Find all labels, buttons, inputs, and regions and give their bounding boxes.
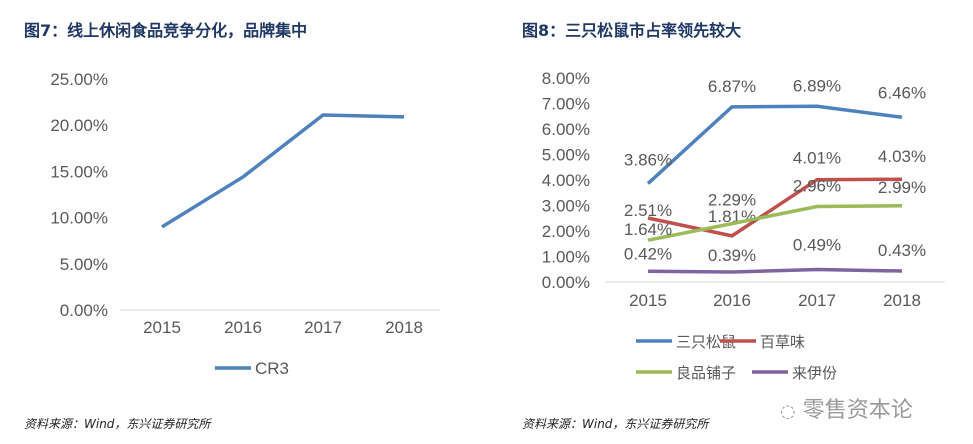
x-tick-label: 2015 bbox=[143, 318, 181, 337]
data-label: 6.87% bbox=[708, 77, 756, 96]
y-tick-label: 25.00% bbox=[50, 70, 108, 89]
legend-label: 来伊份 bbox=[792, 365, 837, 382]
chart-title-right: 图8：三只松鼠市占率领先较大 bbox=[522, 21, 742, 40]
watermark-text: 零售资本论 bbox=[802, 398, 913, 423]
y-tick-label: 0.00% bbox=[60, 301, 108, 320]
legend-label: CR3 bbox=[255, 359, 289, 378]
series-line-2 bbox=[647, 204, 903, 242]
data-label: 0.43% bbox=[878, 241, 926, 260]
data-label: 1.64% bbox=[624, 220, 672, 239]
y-tick-label: 8.00% bbox=[542, 69, 590, 88]
data-label: 4.03% bbox=[878, 147, 926, 166]
data-label: 0.49% bbox=[793, 236, 841, 255]
data-label: 3.86% bbox=[624, 151, 672, 170]
y-tick-label: 2.00% bbox=[542, 222, 590, 241]
series-line-1 bbox=[647, 177, 903, 238]
y-tick-label: 5.00% bbox=[542, 146, 590, 165]
x-tick-label: 2018 bbox=[883, 291, 921, 310]
y-tick-label: 4.00% bbox=[542, 171, 590, 190]
data-label: 4.01% bbox=[793, 149, 841, 168]
y-tick-label: 6.00% bbox=[542, 120, 590, 139]
data-label: 6.46% bbox=[878, 83, 926, 102]
y-tick-label: 10.00% bbox=[50, 209, 108, 228]
data-label: 6.89% bbox=[793, 76, 841, 95]
x-tick-label: 2016 bbox=[713, 291, 751, 310]
y-tick-label: 7.00% bbox=[542, 95, 590, 114]
data-label: 2.29% bbox=[708, 191, 756, 210]
data-label: 0.42% bbox=[624, 244, 672, 263]
legend-label: 良品铺子 bbox=[676, 365, 736, 382]
x-tick-label: 2017 bbox=[304, 318, 342, 337]
watermark: ◌ 零售资本论 bbox=[780, 392, 913, 424]
x-tick-label: 2015 bbox=[629, 291, 667, 310]
y-tick-label: 20.00% bbox=[50, 116, 108, 135]
series-line-0 bbox=[646, 104, 903, 185]
source-left: 资料来源：Wind，东兴证券研究所 bbox=[24, 417, 211, 431]
series-line-3 bbox=[647, 267, 903, 274]
chart-title-left: 图7：线上休闲食品竞争分化，品牌集中 bbox=[24, 21, 308, 40]
data-label: 2.51% bbox=[624, 201, 672, 220]
y-tick-label: 15.00% bbox=[50, 162, 108, 181]
y-tick-label: 3.00% bbox=[542, 197, 590, 216]
data-label: 0.39% bbox=[708, 246, 756, 265]
series-line-0 bbox=[161, 113, 405, 229]
wechat-icon: ◌ bbox=[780, 401, 796, 422]
x-tick-label: 2018 bbox=[385, 318, 423, 337]
data-label: 2.99% bbox=[878, 178, 926, 197]
data-label: 2.96% bbox=[793, 177, 841, 196]
y-tick-label: 0.00% bbox=[542, 273, 590, 292]
y-tick-label: 1.00% bbox=[542, 248, 590, 267]
source-right: 资料来源：Wind，东兴证券研究所 bbox=[522, 417, 709, 431]
x-tick-label: 2016 bbox=[224, 318, 262, 337]
x-tick-label: 2017 bbox=[798, 291, 836, 310]
legend-label: 百草味 bbox=[760, 334, 805, 351]
legend-label: 三只松鼠 bbox=[676, 334, 736, 351]
y-tick-label: 5.00% bbox=[60, 255, 108, 274]
